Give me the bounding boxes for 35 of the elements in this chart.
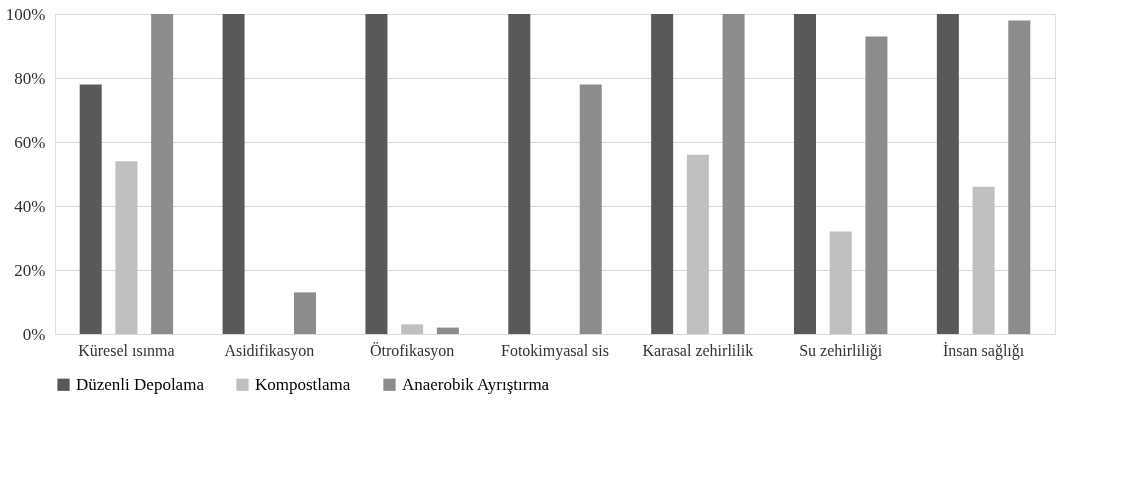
y-tick-label: 60% bbox=[14, 132, 46, 152]
bar bbox=[1008, 20, 1031, 334]
bar bbox=[794, 14, 816, 334]
bar bbox=[686, 154, 709, 334]
legend-label: Düzenli Depolama bbox=[76, 374, 205, 394]
legend-label: Anaerobik Ayrıştırma bbox=[402, 374, 550, 394]
bar bbox=[722, 14, 745, 334]
bar bbox=[829, 231, 852, 334]
bar bbox=[115, 161, 138, 334]
bar bbox=[151, 14, 174, 334]
legend-label: Kompostlama bbox=[255, 374, 351, 394]
x-tick-label: Ötrofikasyon bbox=[369, 341, 455, 360]
x-tick-label: Su zehirliliği bbox=[799, 341, 883, 360]
bar bbox=[936, 14, 959, 334]
bar bbox=[79, 84, 102, 334]
bar bbox=[436, 327, 459, 334]
bar bbox=[294, 292, 316, 334]
x-tick-label: Küresel ısınma bbox=[78, 341, 175, 359]
bar bbox=[508, 14, 531, 334]
bar bbox=[222, 14, 245, 334]
x-tick-label: İnsan sağlığı bbox=[942, 341, 1025, 360]
x-tick-label: Asidifikasyon bbox=[224, 341, 315, 360]
bar bbox=[365, 14, 388, 334]
y-tick-label: 80% bbox=[14, 68, 46, 88]
x-tick-label: Karasal zehirlilik bbox=[642, 341, 754, 359]
y-tick-label: 0% bbox=[22, 324, 46, 344]
y-tick-label: 20% bbox=[14, 260, 46, 280]
bar bbox=[579, 84, 602, 334]
x-tick-label: Fotokimyasal sis bbox=[500, 341, 610, 360]
bar bbox=[651, 14, 674, 334]
bar bbox=[972, 186, 995, 334]
bar bbox=[865, 36, 888, 334]
y-tick-label: 100% bbox=[5, 4, 46, 24]
y-tick-label: 40% bbox=[14, 196, 46, 216]
bar bbox=[401, 324, 424, 334]
